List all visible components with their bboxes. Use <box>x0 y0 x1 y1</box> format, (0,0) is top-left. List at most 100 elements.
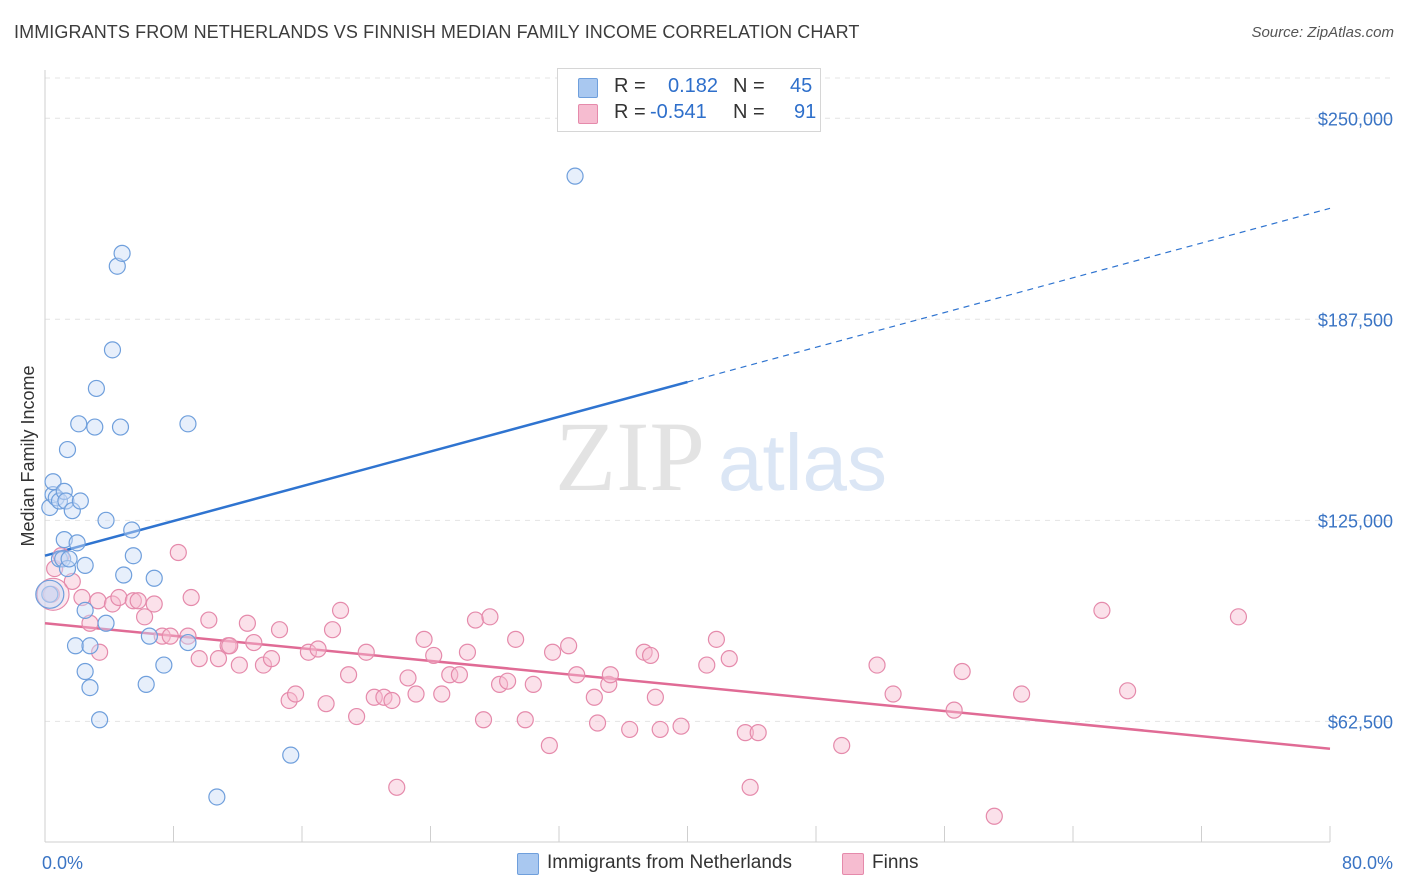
finns-point <box>190 650 208 668</box>
netherlands-point <box>123 521 141 539</box>
netherlands-point <box>137 675 155 693</box>
finns-point <box>339 666 358 684</box>
finns-point <box>433 685 451 703</box>
netherlands-point-large <box>35 579 65 609</box>
finns-point <box>415 630 433 648</box>
trend-lines <box>44 207 1331 750</box>
netherlands-points <box>35 167 584 806</box>
netherlands-point <box>566 167 584 185</box>
bottom-legend-label: Immigrants from Netherlands <box>547 852 792 873</box>
netherlands-point <box>97 511 115 529</box>
finns-point <box>230 656 248 674</box>
finns-point <box>383 691 401 710</box>
finns-point <box>161 627 179 645</box>
finns-point <box>543 643 562 661</box>
finns-point <box>720 650 738 668</box>
netherlands-point <box>76 556 94 574</box>
finns-point <box>169 543 187 562</box>
finns-point <box>238 614 256 632</box>
finns-point <box>200 611 218 629</box>
netherlands-point <box>155 656 173 674</box>
finns-point <box>388 778 406 796</box>
y-axis-label: Median Family Income <box>18 365 38 546</box>
finns-point <box>588 714 607 732</box>
finns-point <box>262 650 281 668</box>
netherlands-point <box>103 341 122 359</box>
finns-point <box>1093 601 1111 620</box>
finns-point <box>89 592 107 610</box>
y-tick-labels: $62,500 $125,000 $187,500 $250,000 <box>1318 109 1393 732</box>
finns-point <box>953 662 971 681</box>
netherlands-point <box>58 440 77 459</box>
netherlands-point <box>179 633 197 652</box>
netherlands-point <box>91 711 109 729</box>
finns-point <box>209 650 228 668</box>
finns-point <box>450 666 469 684</box>
finns-point <box>749 724 767 742</box>
netherlands-point <box>41 498 59 517</box>
finns-point <box>73 588 91 607</box>
finns-point <box>1229 608 1248 626</box>
finns-point <box>474 711 493 729</box>
legend-swatch-netherlands <box>578 78 598 98</box>
netherlands-point <box>111 418 130 436</box>
netherlands-point <box>124 547 142 565</box>
finns-point <box>524 675 542 693</box>
finns-point <box>357 643 375 661</box>
stats-legend: R = 0.182 N = 45 R = -0.541 N = 91 <box>557 68 821 132</box>
netherlands-point <box>81 678 99 697</box>
finns-point <box>833 736 851 755</box>
legend-n-label: N = <box>733 75 765 97</box>
netherlands-point <box>86 418 104 436</box>
netherlands-point <box>44 473 62 491</box>
bottom-legend-label: Finns <box>872 852 919 873</box>
finns-point <box>621 720 639 739</box>
finns-point <box>1012 685 1031 703</box>
netherlands-point <box>50 492 69 510</box>
finns-point <box>985 807 1003 825</box>
finns-point <box>560 637 578 655</box>
finns-point <box>1119 682 1137 700</box>
finns-point <box>91 643 109 661</box>
finns-point <box>672 717 690 735</box>
netherlands-point <box>179 415 197 433</box>
legend-n-value: 91 <box>794 101 817 123</box>
netherlands-point <box>208 788 226 806</box>
finns-point <box>323 621 342 639</box>
netherlands-point <box>68 534 86 552</box>
finns-point <box>481 608 499 626</box>
watermark-atlas: atlas <box>718 418 887 507</box>
finns-point <box>736 724 754 742</box>
netherlands-point <box>76 662 94 681</box>
finns-point <box>245 633 263 652</box>
netherlands-point <box>60 550 78 568</box>
netherlands-point <box>113 244 131 262</box>
finns-point <box>110 588 128 607</box>
netherlands-point <box>71 492 89 510</box>
legend-n-value: 45 <box>790 75 813 97</box>
bottom-legend-swatch-netherlands <box>517 853 539 875</box>
netherlands-point <box>54 550 72 568</box>
netherlands-point <box>87 379 106 398</box>
finns-point <box>317 695 335 713</box>
legend-r-label: R = <box>614 101 646 123</box>
finns-point <box>182 588 200 607</box>
bottom-legend-swatch-finns <box>842 853 864 875</box>
finns-point <box>945 701 963 719</box>
netherlands-point <box>282 746 300 764</box>
finns-point <box>568 666 586 684</box>
finns-point <box>129 592 147 610</box>
source-credit: Source: ZipAtlas.com <box>1251 24 1394 41</box>
legend-swatch-finns <box>578 104 598 124</box>
finns-point <box>270 621 289 639</box>
finns-point <box>135 608 154 626</box>
legend-r-value: -0.541 <box>650 101 707 123</box>
finns-point <box>299 643 318 661</box>
finns-point <box>145 595 163 613</box>
netherlands-point <box>57 492 75 510</box>
legend-n-label: N = <box>733 101 765 123</box>
watermark-zip: ZIP <box>555 401 705 512</box>
netherlands-point <box>97 614 115 632</box>
finns-point <box>466 611 485 629</box>
